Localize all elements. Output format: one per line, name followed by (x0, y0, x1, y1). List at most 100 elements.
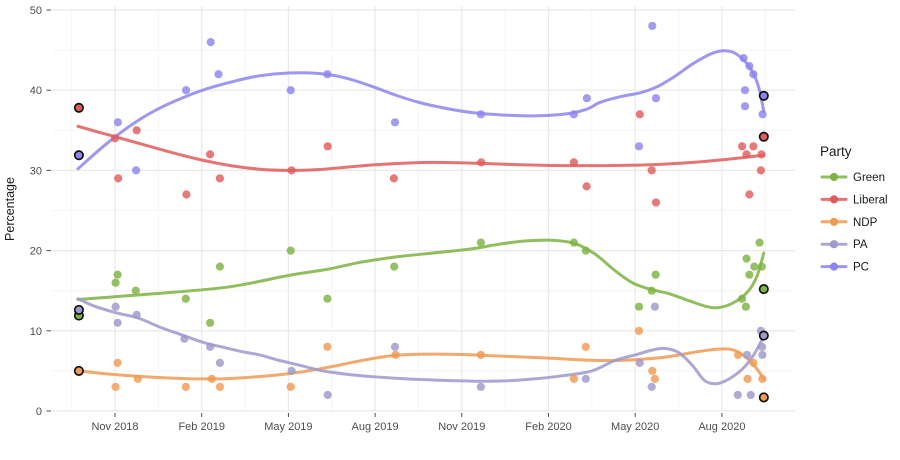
poll-point-green (581, 246, 590, 255)
poll-point-pc (745, 62, 754, 71)
legend-item-green: Green (820, 172, 885, 184)
poll-point-pc (740, 86, 750, 95)
election-result-green (758, 284, 769, 295)
poll-point-liberal (757, 150, 766, 159)
poll-point-liberal (477, 158, 486, 167)
legend-key-point-pa (829, 240, 839, 249)
poll-point-ndp (569, 374, 579, 383)
poll-point-liberal (635, 110, 644, 119)
legend-key-point-pc (829, 262, 839, 271)
poll-point-green (569, 238, 579, 247)
poll-point-pc (569, 110, 579, 119)
major-gridlines (52, 6, 795, 412)
legend-label-pc: PC (853, 262, 869, 274)
y-tick-label: 50 (30, 5, 42, 17)
y-tick-label: 0 (36, 406, 42, 418)
poll-point-green (206, 318, 215, 327)
poll-point-green (750, 262, 759, 271)
poll-point-pc (634, 142, 644, 151)
poll-point-pa (733, 390, 742, 400)
poll-point-pa (323, 390, 332, 400)
axis-tick-marks (46, 9, 723, 417)
poll-point-liberal (569, 158, 579, 167)
poll-point-green (647, 286, 656, 295)
poll-point-pc (758, 110, 767, 119)
poll-point-ndp (207, 374, 216, 383)
poll-point-liberal (582, 182, 591, 191)
poll-point-ndp (734, 350, 743, 359)
poll-point-green (131, 286, 140, 295)
poll-point-pa (758, 342, 767, 351)
election-result-pc (758, 90, 769, 101)
legend-item-pc: PC (820, 262, 869, 274)
poll-point-ndp (749, 358, 758, 367)
poll-point-pa (111, 302, 120, 311)
poll-point-pa (132, 310, 141, 319)
legend-item-liberal: Liberal (820, 194, 888, 206)
poll-point-ndp (111, 382, 120, 391)
poll-point-pa (742, 350, 752, 359)
poll-point-pc (749, 70, 758, 79)
poll-point-liberal (323, 142, 332, 151)
election-result-pa (758, 330, 769, 341)
poll-point-liberal (647, 166, 656, 175)
poll-point-pc (739, 54, 748, 63)
poll-point-ndp (181, 382, 190, 391)
election-result-pc (73, 150, 84, 161)
legend-key-point-green (829, 172, 839, 182)
minor-gridlines (52, 6, 795, 412)
trend-line-pa (76, 297, 766, 386)
election-result-liberal (758, 131, 769, 142)
election-result-pa (73, 304, 84, 315)
poll-point-liberal (110, 134, 120, 143)
poll-point-pa (476, 382, 485, 391)
legend-item-ndp: NDP (820, 217, 878, 229)
poll-point-green (390, 262, 399, 271)
poll-point-green (757, 262, 766, 271)
x-tick-label: May 2019 (264, 421, 312, 433)
data-points (73, 21, 769, 403)
poll-point-liberal (745, 190, 754, 199)
poll-point-pa (746, 390, 755, 400)
legend-title: Party (820, 144, 852, 159)
election-result-liberal (73, 102, 84, 113)
poll-point-liberal (651, 198, 661, 207)
poll-point-green (651, 270, 660, 279)
poll-point-pc (390, 118, 400, 127)
poll-point-liberal (114, 174, 123, 183)
poll-point-green (113, 270, 122, 279)
legend-items: Green Liberal NDP PA PC (820, 172, 888, 274)
poll-point-green (738, 294, 747, 303)
y-tick-label: 20 (30, 246, 42, 258)
poll-point-ndp (391, 350, 400, 359)
legend-item-pa: PA (820, 239, 868, 251)
trend-line-pc (76, 49, 766, 171)
legend-label-ndp: NDP (853, 217, 878, 229)
poll-point-pa (206, 342, 215, 351)
poll-point-pa (287, 366, 296, 375)
y-tick-label: 30 (30, 165, 42, 177)
x-tick-label: Feb 2020 (525, 421, 571, 433)
x-tick-label: Feb 2019 (178, 421, 224, 433)
poll-point-green (634, 302, 644, 311)
y-tick-label: 10 (30, 326, 42, 338)
poll-point-ndp (286, 382, 295, 391)
poll-point-liberal (756, 166, 766, 175)
poll-point-green (476, 238, 485, 247)
poll-point-green (742, 254, 751, 263)
election-result-ndp (758, 392, 769, 403)
poll-point-liberal (182, 190, 191, 199)
trend-line-ndp (76, 347, 766, 381)
poll-point-ndp (650, 374, 660, 383)
poll-point-pa (215, 358, 224, 367)
axis-tick-labels: Nov 2018 Feb 2019 May 2019 Aug 2019 Nov 2019… (30, 5, 746, 433)
x-tick-label: Nov 2018 (91, 421, 138, 433)
poll-point-liberal (738, 142, 747, 151)
trend-lines (76, 49, 766, 386)
poll-point-ndp (581, 342, 590, 351)
poll-point-green (755, 238, 764, 247)
poll-point-liberal (749, 142, 758, 151)
poll-point-pa (581, 374, 590, 383)
y-axis-title: Percentage (3, 177, 17, 241)
